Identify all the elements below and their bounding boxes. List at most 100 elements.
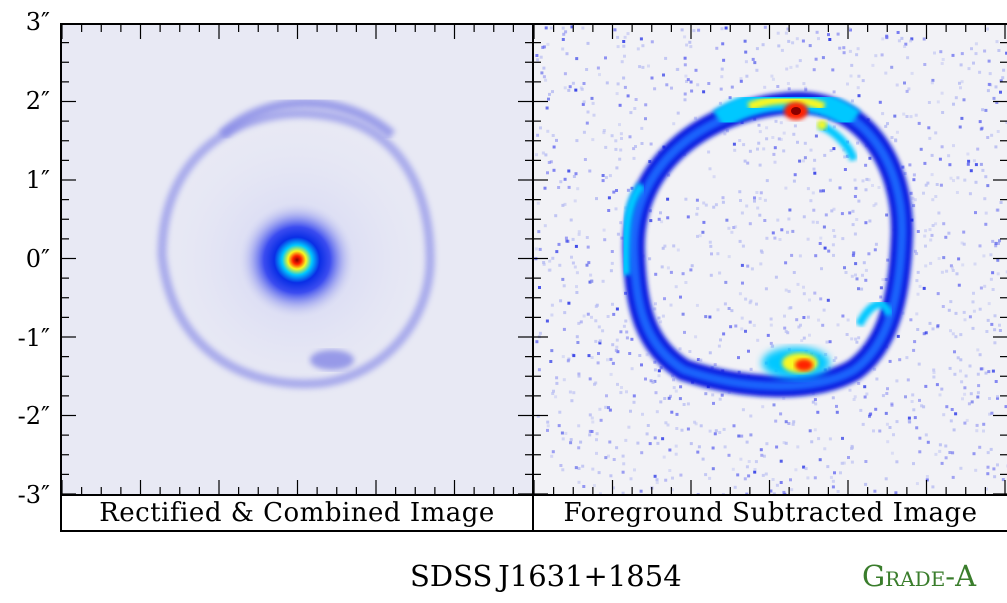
noise-pixel <box>730 309 734 313</box>
noise-pixel <box>561 355 565 359</box>
noise-pixel <box>999 90 1002 94</box>
noise-pixel <box>842 461 846 465</box>
noise-pixel <box>934 195 938 198</box>
noise-pixel <box>803 156 807 160</box>
noise-pixel <box>626 188 630 192</box>
noise-pixel <box>952 144 955 148</box>
noise-pixel <box>996 272 1000 276</box>
noise-pixel <box>932 368 936 372</box>
noise-pixel <box>660 220 664 224</box>
noise-pixel <box>966 152 970 156</box>
noise-pixel <box>572 175 576 178</box>
noise-pixel <box>991 271 995 275</box>
noise-pixel <box>567 185 571 189</box>
noise-pixel <box>959 369 962 373</box>
noise-pixel <box>644 377 647 381</box>
noise-pixel <box>627 425 631 429</box>
noise-pixel <box>748 320 752 324</box>
y-tick-label: 0″ <box>25 245 50 273</box>
noise-pixel <box>689 80 693 84</box>
noise-pixel <box>784 186 788 190</box>
noise-pixel <box>763 85 767 89</box>
noise-pixel <box>928 228 932 232</box>
noise-pixel <box>575 139 579 143</box>
noise-pixel <box>885 213 889 217</box>
noise-pixel <box>628 135 632 139</box>
noise-pixel <box>550 454 554 458</box>
noise-pixel <box>538 331 542 335</box>
noise-pixel <box>962 242 966 246</box>
noise-pixel <box>984 108 988 112</box>
noise-pixel <box>696 83 700 87</box>
noise-pixel <box>871 184 874 187</box>
noise-pixel <box>823 153 827 157</box>
noise-pixel <box>565 52 569 56</box>
noise-pixel <box>745 204 749 208</box>
noise-pixel <box>905 115 909 118</box>
noise-pixel <box>577 374 581 378</box>
noise-pixel <box>923 234 927 238</box>
noise-pixel <box>901 165 905 169</box>
noise-pixel <box>985 330 989 333</box>
noise-pixel <box>587 354 591 358</box>
noise-pixel <box>970 47 973 51</box>
noise-pixel <box>942 413 946 417</box>
noise-pixel <box>708 476 712 480</box>
noise-pixel <box>862 261 866 265</box>
noise-pixel <box>813 428 817 432</box>
noise-pixel <box>924 229 928 233</box>
noise-pixel <box>793 124 797 128</box>
noise-pixel <box>648 209 652 213</box>
noise-pixel <box>927 101 931 104</box>
noise-pixel <box>575 285 578 289</box>
noise-pixel <box>861 79 865 83</box>
noise-pixel <box>728 96 732 100</box>
noise-pixel <box>536 201 540 205</box>
noise-pixel <box>536 414 540 418</box>
noise-pixel <box>797 325 801 329</box>
noise-pixel <box>601 279 605 283</box>
noise-pixel <box>842 148 846 152</box>
noise-pixel <box>537 368 541 372</box>
noise-pixel <box>685 43 689 47</box>
noise-pixel <box>704 203 708 207</box>
noise-pixel <box>940 91 944 95</box>
noise-pixel <box>696 450 700 454</box>
noise-pixel <box>748 149 752 153</box>
noise-pixel <box>738 292 742 296</box>
noise-pixel <box>649 142 653 146</box>
noise-pixel <box>915 482 919 486</box>
noise-pixel <box>534 247 538 251</box>
noise-pixel <box>869 412 873 416</box>
noise-pixel <box>595 451 598 455</box>
noise-pixel <box>990 322 994 326</box>
noise-pixel <box>609 269 613 273</box>
noise-pixel <box>991 288 995 291</box>
noise-pixel <box>888 359 892 363</box>
noise-pixel <box>551 90 554 94</box>
noise-pixel <box>815 30 819 34</box>
noise-pixel <box>954 412 958 416</box>
noise-pixel <box>929 261 933 265</box>
noise-pixel <box>790 253 794 257</box>
noise-pixel <box>745 74 749 78</box>
noise-pixel <box>599 418 603 422</box>
noise-pixel <box>874 202 878 206</box>
noise-pixel <box>843 266 846 270</box>
noise-pixel <box>791 422 795 426</box>
noise-pixel <box>945 405 949 409</box>
noise-pixel <box>903 81 906 85</box>
noise-pixel <box>907 419 911 423</box>
noise-pixel <box>679 295 682 299</box>
noise-pixel <box>852 251 856 255</box>
noise-pixel <box>610 250 614 253</box>
noise-pixel <box>846 318 850 322</box>
noise-pixel <box>802 292 806 296</box>
noise-pixel <box>787 217 791 221</box>
noise-pixel <box>792 179 796 183</box>
noise-pixel <box>770 74 774 78</box>
noise-pixel <box>745 440 749 444</box>
y-tick-label: -1″ <box>17 324 50 352</box>
noise-pixel <box>572 354 576 358</box>
caption-rectified: Rectified & Combined Image <box>60 494 534 532</box>
